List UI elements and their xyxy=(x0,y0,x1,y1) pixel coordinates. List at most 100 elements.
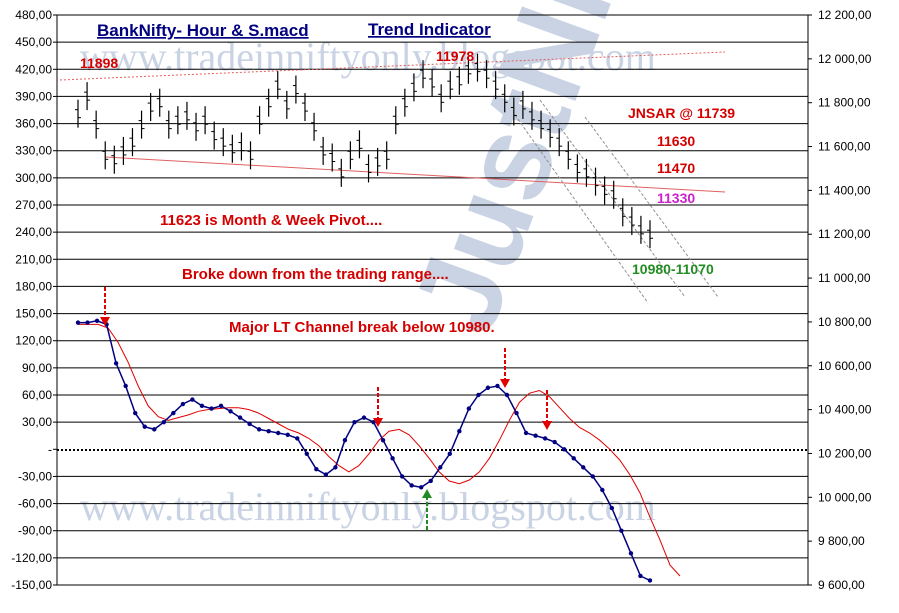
right-tick-label: 11 800,00 xyxy=(818,96,871,110)
right-tick-label: 12 000,00 xyxy=(818,52,872,66)
left-tick-label: 330,00 xyxy=(15,144,52,158)
macd-point xyxy=(438,465,443,470)
macd-point xyxy=(476,392,481,398)
macd-point xyxy=(218,403,224,409)
left-tick-label: 300,00 xyxy=(15,171,52,185)
macd-point xyxy=(590,474,595,479)
macd-point xyxy=(647,578,653,583)
watermark-url-top: www.tradeinniftyonly.blogspot.com xyxy=(80,34,656,79)
label-11978: 11978 xyxy=(436,48,474,64)
left-tick-label: 240,00 xyxy=(15,225,52,239)
macd-point xyxy=(409,483,414,488)
macd-point xyxy=(190,397,195,402)
channel-line-2 xyxy=(539,99,686,298)
left-tick-label: -120,00 xyxy=(11,551,52,565)
macd-point xyxy=(237,415,243,420)
left-tick-label: 90,00 xyxy=(22,361,52,375)
plot-frame xyxy=(56,14,809,586)
right-tick-label: 10 400,00 xyxy=(818,403,872,417)
right-axis-ticks: 12 200,00 12 000,00 11 800,00 11 600,00 11 4… xyxy=(808,8,872,592)
chart-subtitle: Trend Indicator xyxy=(368,20,491,39)
macd-point xyxy=(171,410,176,416)
note-pivot: 11623 is Month & Week Pivot.... xyxy=(160,212,382,229)
right-tick-label: 10 000,00 xyxy=(818,490,872,504)
note-channel-break: Major LT Channel break below 10980. xyxy=(229,319,495,336)
right-tick-label: 12 200,00 xyxy=(818,8,872,22)
macd-point xyxy=(638,573,643,579)
upper-trendline xyxy=(59,51,726,81)
macd-point xyxy=(552,439,557,445)
label-jnsar: JNSAR @ 11739 xyxy=(628,105,735,121)
macd-point xyxy=(295,436,300,441)
macd-point xyxy=(609,505,615,511)
macd-point xyxy=(628,551,634,556)
macd-point xyxy=(371,419,376,425)
macd-point xyxy=(228,409,233,414)
macd-point xyxy=(457,428,462,434)
left-tick-label: - xyxy=(48,442,52,456)
macd-point xyxy=(533,433,538,438)
macd-point xyxy=(399,474,405,479)
macd-point xyxy=(619,528,624,533)
macd-point xyxy=(419,485,424,490)
macd-point xyxy=(571,456,576,461)
right-tick-label: 11 000,00 xyxy=(818,271,871,285)
left-tick-label: 150,00 xyxy=(15,307,52,321)
macd-point xyxy=(85,320,90,325)
macd-point xyxy=(133,410,138,416)
macd-point xyxy=(247,421,252,427)
macd-point xyxy=(352,419,357,425)
macd-point xyxy=(514,410,519,416)
macd-point xyxy=(542,436,548,441)
macd-point xyxy=(447,451,452,457)
macd-point xyxy=(485,385,491,390)
signal-line xyxy=(78,323,681,577)
signal-arrows xyxy=(100,287,552,530)
sell-arrow-2 xyxy=(373,387,383,427)
channel-line-1 xyxy=(514,114,649,304)
macd-point xyxy=(323,472,329,477)
macd-point xyxy=(428,478,433,484)
macd-point xyxy=(276,430,281,436)
macd-point xyxy=(581,465,586,470)
macd-point xyxy=(199,403,205,409)
left-grid xyxy=(57,41,808,559)
label-11898: 11898 xyxy=(80,55,118,71)
buy-arrow xyxy=(422,489,432,530)
macd-point xyxy=(504,392,510,398)
macd-point xyxy=(266,428,271,434)
left-axis-ticks: 480,00 450,00 420,00 390,00 360,00 330,00 300,… xyxy=(11,8,57,592)
macd-point xyxy=(142,424,147,429)
right-tick-label: 9 800,00 xyxy=(818,534,865,548)
sell-arrow-3 xyxy=(500,348,510,388)
right-tick-label: 9 600,00 xyxy=(818,578,865,592)
label-11630: 11630 xyxy=(657,133,695,149)
macd-point xyxy=(113,361,119,366)
macd-point xyxy=(209,406,214,411)
macd-point xyxy=(390,456,395,461)
macd-point xyxy=(600,487,605,493)
right-tick-label: 10 800,00 xyxy=(818,315,872,329)
chart-title: BankNifty- Hour & S.macd xyxy=(97,21,309,40)
macd-point xyxy=(333,465,338,470)
left-tick-label: -60,00 xyxy=(18,497,52,511)
left-tick-label: 360,00 xyxy=(15,117,52,131)
sell-arrow-4 xyxy=(542,390,552,430)
annotations: 11898 11978 JNSAR @ 11739 11630 11470 11… xyxy=(80,48,735,336)
left-tick-label: 480,00 xyxy=(15,8,52,22)
macd-point xyxy=(466,406,472,411)
label-11470: 11470 xyxy=(657,160,695,176)
channel-line-3 xyxy=(584,116,719,298)
sell-arrow-1 xyxy=(100,287,110,326)
macd-point xyxy=(314,466,319,472)
left-tick-label: -150,00 xyxy=(11,578,52,592)
right-tick-label: 11 200,00 xyxy=(818,227,871,241)
label-support-zone: 10980-11070 xyxy=(632,261,714,277)
macd-point xyxy=(256,427,262,432)
right-tick-label: 10 600,00 xyxy=(818,359,872,373)
left-tick-label: 120,00 xyxy=(15,334,52,348)
label-11330: 11330 xyxy=(657,190,695,206)
macd-point xyxy=(161,419,166,425)
left-tick-label: 270,00 xyxy=(15,198,52,212)
